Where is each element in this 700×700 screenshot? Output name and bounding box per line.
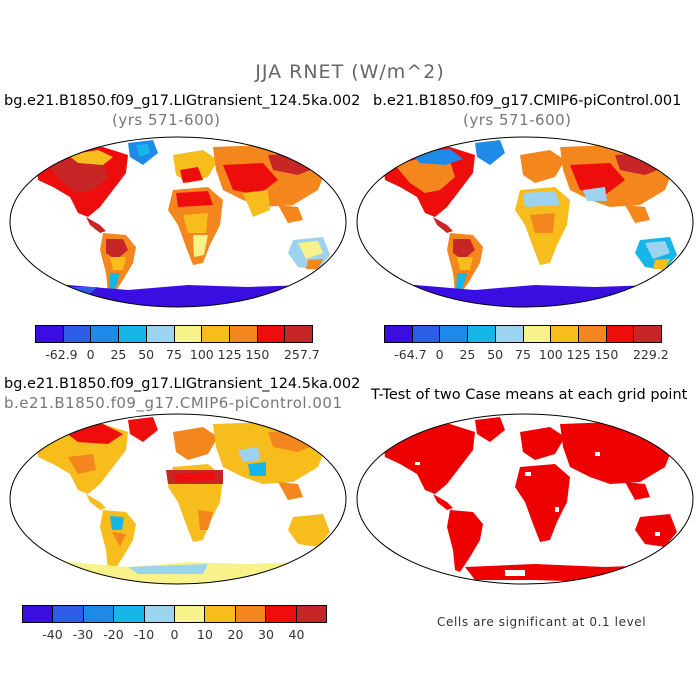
colorbar-tr-swatch-0 bbox=[385, 326, 413, 342]
panel-bl-subtitle: b.e21.B1850.f09_g17.CMIP6-piControl.001 bbox=[4, 394, 343, 412]
colorbar-tr-tick-5: 100 bbox=[538, 347, 563, 362]
colorbar-tl-tick-6: 125 bbox=[217, 347, 242, 362]
panel-tr-title: b.e21.B1850.f09_g17.CMIP6-piControl.001 bbox=[373, 93, 682, 109]
colorbar-bl-swatch-3 bbox=[114, 606, 145, 622]
colorbar-bl-tick-2: -20 bbox=[103, 627, 124, 642]
colorbar-tl-swatch-2 bbox=[91, 326, 120, 342]
colorbar-bl-tick-1: -30 bbox=[72, 627, 94, 642]
colorbar-tr-swatch-6 bbox=[551, 326, 579, 342]
colorbar-tr-swatch-8 bbox=[606, 326, 635, 342]
figure-title: JJA RNET (W/m^2) bbox=[255, 61, 445, 83]
colorbar-bl-tick-5: 10 bbox=[197, 627, 213, 642]
colorbar-tr-tick-1: 0 bbox=[435, 347, 444, 362]
colorbar-tl-swatch-4 bbox=[146, 326, 175, 342]
colorbar-tl-tick-0: -62.9 bbox=[45, 347, 78, 362]
colorbar-tr-swatch-7 bbox=[578, 326, 607, 342]
colorbar-tl-tick-3: 50 bbox=[138, 347, 155, 362]
panel-tl-title: bg.e21.B1850.f09_g17.LIGtransient_124.5k… bbox=[4, 93, 361, 109]
colorbar-tr-swatch-4 bbox=[495, 326, 524, 342]
panel-bl-title: bg.e21.B1850.f09_g17.LIGtransient_124.5k… bbox=[4, 376, 361, 392]
colorbar-tl-swatch-0 bbox=[36, 326, 64, 342]
panel-tl-subtitle: (yrs 571-600) bbox=[112, 111, 221, 129]
colorbar-tr-tick-0: -64.7 bbox=[394, 347, 427, 362]
colorbar-tl-tick-4: 75 bbox=[166, 347, 182, 362]
colorbar-tr-tick-6: 125 bbox=[566, 347, 591, 362]
colorbar-tl-swatch-8 bbox=[257, 326, 286, 342]
panel-tr-subtitle: (yrs 571-600) bbox=[463, 111, 572, 129]
colorbar-tr-swatch-5 bbox=[523, 326, 552, 342]
map-bl-difference bbox=[9, 413, 347, 585]
colorbar-tr-swatch-2 bbox=[440, 326, 469, 342]
colorbar-bl-swatch-6 bbox=[205, 606, 236, 622]
colorbar-bl-ticks: -40 -30 -20 -10 0 10 20 30 40 bbox=[22, 627, 327, 642]
colorbar-tl-tick-2: 25 bbox=[110, 347, 127, 362]
colorbar-tr-tick-2: 25 bbox=[459, 347, 476, 362]
colorbar-bl-swatch-5 bbox=[175, 606, 206, 622]
colorbar-bl-tick-4: 0 bbox=[170, 627, 179, 642]
colorbar-tl-tick-7: 150 bbox=[245, 347, 270, 362]
map-tr-picontrol bbox=[356, 136, 694, 308]
colorbar-bl-swatch-7 bbox=[235, 606, 267, 622]
colorbar-bl-tick-3: -10 bbox=[133, 627, 155, 642]
colorbar-tr-swatch-9 bbox=[634, 326, 662, 342]
colorbar-tr-tick-4: 75 bbox=[515, 347, 531, 362]
colorbar-bl-tick-6: 20 bbox=[227, 627, 244, 642]
colorbar-tl-swatch-5 bbox=[174, 326, 203, 342]
colorbar-bl-swatch-0 bbox=[23, 606, 54, 622]
colorbar-tl-tick-1: 0 bbox=[86, 347, 95, 362]
colorbar-tl-tick-5: 100 bbox=[189, 347, 214, 362]
colorbar-bl-swatch-1 bbox=[53, 606, 84, 622]
colorbar-tl-tick-8: 257.7 bbox=[283, 347, 320, 362]
map-tl-ligtransient bbox=[9, 136, 347, 308]
colorbar-bl-tick-7: 30 bbox=[258, 627, 274, 642]
map-br-ttest bbox=[356, 413, 694, 585]
colorbar-bl-swatch-8 bbox=[266, 606, 297, 622]
colorbar-tr-swatch-3 bbox=[468, 326, 496, 342]
colorbar-tl bbox=[35, 325, 313, 343]
colorbar-bl-tick-0: -40 bbox=[42, 627, 63, 642]
colorbar-tl-swatch-7 bbox=[229, 326, 258, 342]
colorbar-bl-swatch-2 bbox=[83, 606, 115, 622]
colorbar-bl bbox=[22, 605, 327, 623]
colorbar-tr-ticks: -64.7 0 25 50 75 100 125 150 229.2 bbox=[384, 347, 669, 362]
colorbar-bl-tick-8: 40 bbox=[288, 627, 305, 642]
colorbar-tr-tick-8: 229.2 bbox=[632, 347, 669, 362]
colorbar-tl-swatch-6 bbox=[202, 326, 230, 342]
panel-br-title: T-Test of two Case means at each grid po… bbox=[371, 387, 688, 403]
colorbar-tr bbox=[384, 325, 662, 343]
colorbar-tl-ticks: -62.9 0 25 50 75 100 125 150 257.7 bbox=[35, 347, 320, 362]
colorbar-tr-tick-3: 50 bbox=[487, 347, 504, 362]
colorbar-bl-swatch-4 bbox=[144, 606, 176, 622]
colorbar-tr-swatch-1 bbox=[412, 326, 441, 342]
colorbar-tl-swatch-9 bbox=[285, 326, 313, 342]
colorbar-tl-swatch-3 bbox=[119, 326, 147, 342]
colorbar-tr-tick-7: 150 bbox=[594, 347, 619, 362]
significance-note: Cells are significant at 0.1 level bbox=[437, 615, 647, 629]
colorbar-tl-swatch-1 bbox=[63, 326, 92, 342]
colorbar-bl-swatch-9 bbox=[296, 606, 327, 622]
